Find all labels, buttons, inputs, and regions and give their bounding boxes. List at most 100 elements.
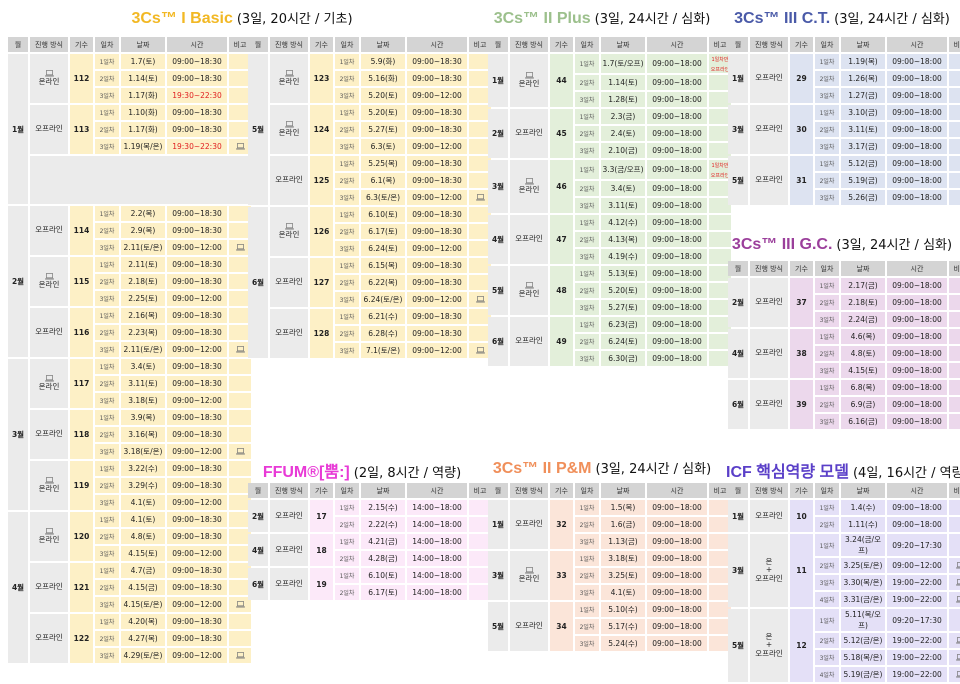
- header-cell: 기수: [790, 483, 813, 498]
- mode-cell: 온라인: [510, 266, 548, 315]
- day-cell: 1일차: [815, 156, 839, 171]
- day-cell: 1일차: [815, 500, 839, 515]
- day-cell: 1일차: [95, 308, 119, 323]
- day-cell: 1일차: [815, 54, 839, 69]
- header-cell: 시간: [887, 261, 947, 276]
- date-cell: 2.18(토): [841, 295, 885, 310]
- header-cell: 진행 방식: [270, 483, 308, 498]
- date-cell: 5.12(금/온): [841, 633, 885, 648]
- day-cell: 3일차: [575, 351, 599, 366]
- header-cell: 월: [728, 37, 748, 52]
- day-cell: 2일차: [95, 274, 119, 289]
- time-cell: 09:00~12:00: [887, 558, 947, 573]
- header-cell: 날짜: [841, 261, 885, 276]
- header-cell: 날짜: [601, 37, 645, 52]
- laptop-icon: [956, 671, 960, 678]
- header-cell: 월: [728, 483, 748, 498]
- time-cell: 09:00~18:30: [167, 105, 227, 120]
- date-cell: 1.17(화): [121, 122, 165, 137]
- time-cell: 09:00~12:00: [407, 139, 467, 154]
- date-cell: 5.26(금): [841, 190, 885, 205]
- month-cell: 4월: [8, 512, 28, 663]
- mode-label: 온라인: [39, 535, 60, 544]
- time-cell: 09:00~18:30: [167, 563, 227, 578]
- day-cell: 2일차: [335, 551, 359, 566]
- time-cell: 09:00~12:00: [167, 342, 227, 357]
- header-cell: 날짜: [361, 483, 405, 498]
- date-cell: 3.31(금/온): [841, 592, 885, 607]
- time-cell: 09:00~18:00: [887, 517, 947, 532]
- time-cell: 09:00~18:00: [647, 283, 707, 298]
- time-cell: 09:00~18:00: [887, 190, 947, 205]
- note-cell: [229, 648, 251, 663]
- date-cell: 1.10(화): [121, 105, 165, 120]
- date-cell: 3.11(토): [601, 198, 645, 213]
- cohort-cell: 31: [790, 156, 813, 205]
- day-cell: 3일차: [95, 139, 119, 154]
- header-cell: 시간: [407, 37, 467, 52]
- cohort-cell: 46: [550, 160, 573, 213]
- day-cell: 3일차: [575, 585, 599, 600]
- day-cell: 2일차: [335, 275, 359, 290]
- day-cell: 3일차: [575, 143, 599, 158]
- mode-cell: 오프라인: [750, 500, 788, 532]
- day-cell: 2일차: [815, 173, 839, 188]
- basic-title: 3Cs™ I Basic(3일, 20시간 / 기초): [6, 8, 478, 28]
- time-cell: 09:00~18:00: [647, 181, 707, 196]
- day-cell: 3일차: [95, 597, 119, 612]
- date-cell: 1.7(토/오프): [601, 54, 645, 73]
- mode-label: 온 + 오프라인: [755, 557, 783, 583]
- header-cell: 월: [488, 37, 508, 52]
- date-cell: 5.27(토): [601, 300, 645, 315]
- cohort-cell: 33: [550, 551, 573, 600]
- date-cell: 2.3(금): [601, 109, 645, 124]
- day-cell: 2일차: [575, 283, 599, 298]
- table-row: [8, 156, 251, 204]
- mode-cell: 온라인: [30, 512, 68, 561]
- icf-title: ICF 핵심역량 모델(4일, 16시간 / 역량): [726, 458, 958, 482]
- day-cell: 3일차: [335, 190, 359, 205]
- time-cell: 09:00~18:30: [167, 325, 227, 340]
- laptop-icon: [236, 652, 245, 659]
- note-cell: [949, 500, 960, 515]
- date-cell: 6.17(토): [361, 585, 405, 600]
- cohort-cell: 17: [310, 500, 333, 532]
- day-cell: 2일차: [575, 517, 599, 532]
- day-cell: 3일차: [95, 88, 119, 103]
- date-cell: 3.3(금/오프): [601, 160, 645, 179]
- date-cell: 2.18(토): [121, 274, 165, 289]
- mode-label: 오프라인: [755, 399, 783, 408]
- time-cell: 09:00~18:30: [167, 529, 227, 544]
- month-cell: 5월: [488, 602, 508, 651]
- cohort-cell: 128: [310, 309, 333, 358]
- note-cell: [949, 122, 960, 137]
- date-cell: 2.15(수): [361, 500, 405, 515]
- cohort-cell: 127: [310, 258, 333, 307]
- mode-cell: 오프라인: [510, 500, 548, 549]
- date-cell: 2.4(토): [601, 126, 645, 141]
- day-cell: 2일차: [95, 631, 119, 646]
- mode-cell: 오프라인: [270, 500, 308, 532]
- ct-title: 3Cs™ III C.T.(3일, 24시간 / 심화): [726, 8, 958, 28]
- header-cell: 진행 방식: [750, 37, 788, 52]
- mode-label: 오프라인: [275, 175, 303, 184]
- day-cell: 1일차: [575, 266, 599, 281]
- gc-title: 3Cs™ III G.C.(3일, 24시간 / 심화): [726, 234, 958, 254]
- date-cell: 4.7(금): [121, 563, 165, 578]
- mode-cell: 오프라인: [510, 317, 548, 366]
- date-cell: 5.13(토): [601, 266, 645, 281]
- mode-label: 오프라인: [275, 277, 303, 286]
- date-cell: 3.10(금): [841, 105, 885, 120]
- mode-cell: 오프라인: [270, 309, 308, 358]
- time-cell: 09:00~18:30: [167, 257, 227, 272]
